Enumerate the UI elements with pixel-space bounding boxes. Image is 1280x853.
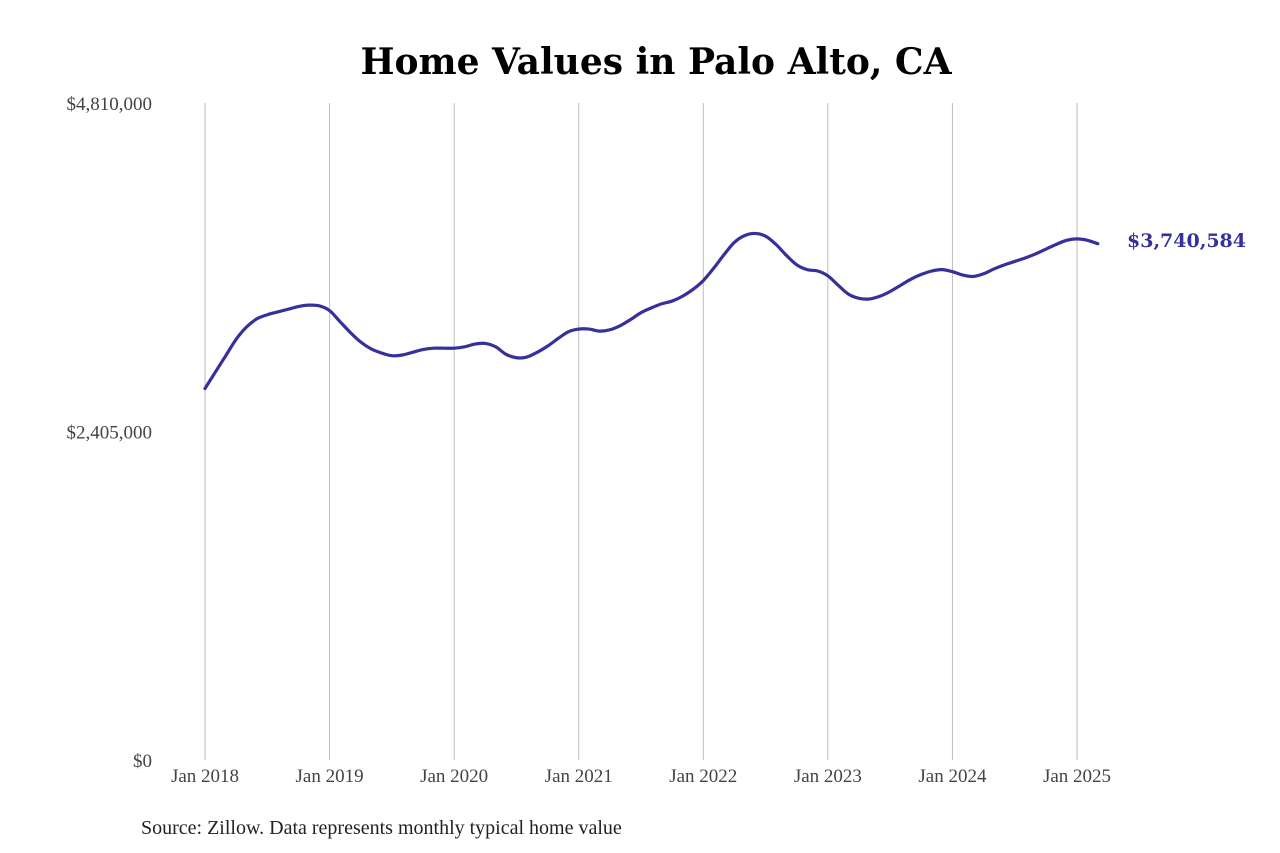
series-group <box>203 231 1100 391</box>
x-tick-label: Jan 2024 <box>918 766 987 787</box>
y-axis-ticks: $0 $2,405,000 $4,810,000 <box>67 94 153 772</box>
y-tick-label: $2,405,000 <box>67 423 153 444</box>
y-tick-label: $0 <box>133 751 152 772</box>
series-line-0 <box>203 231 1100 391</box>
x-tick-label: Jan 2023 <box>794 766 862 787</box>
x-axis-ticks: Jan 2018 Jan 2019 Jan 2020 Jan 2021 Jan 2022… <box>171 766 1111 787</box>
x-tick-label: Jan 2021 <box>545 766 613 787</box>
x-tick-label: Jan 2019 <box>296 766 364 787</box>
y-tick-label: $4,810,000 <box>67 94 153 115</box>
chart-title: Home Values in Palo Alto, CA <box>361 41 953 83</box>
x-tick-label: Jan 2025 <box>1043 766 1111 787</box>
last-value-label: $3,740,584 <box>1127 230 1246 252</box>
x-tick-label: Jan 2018 <box>171 766 239 787</box>
x-tick-label: Jan 2020 <box>420 766 488 787</box>
x-tick-label: Jan 2022 <box>669 766 737 787</box>
source-note: Source: Zillow. Data represents monthly … <box>141 817 622 839</box>
vertical-gridlines <box>204 103 1078 760</box>
